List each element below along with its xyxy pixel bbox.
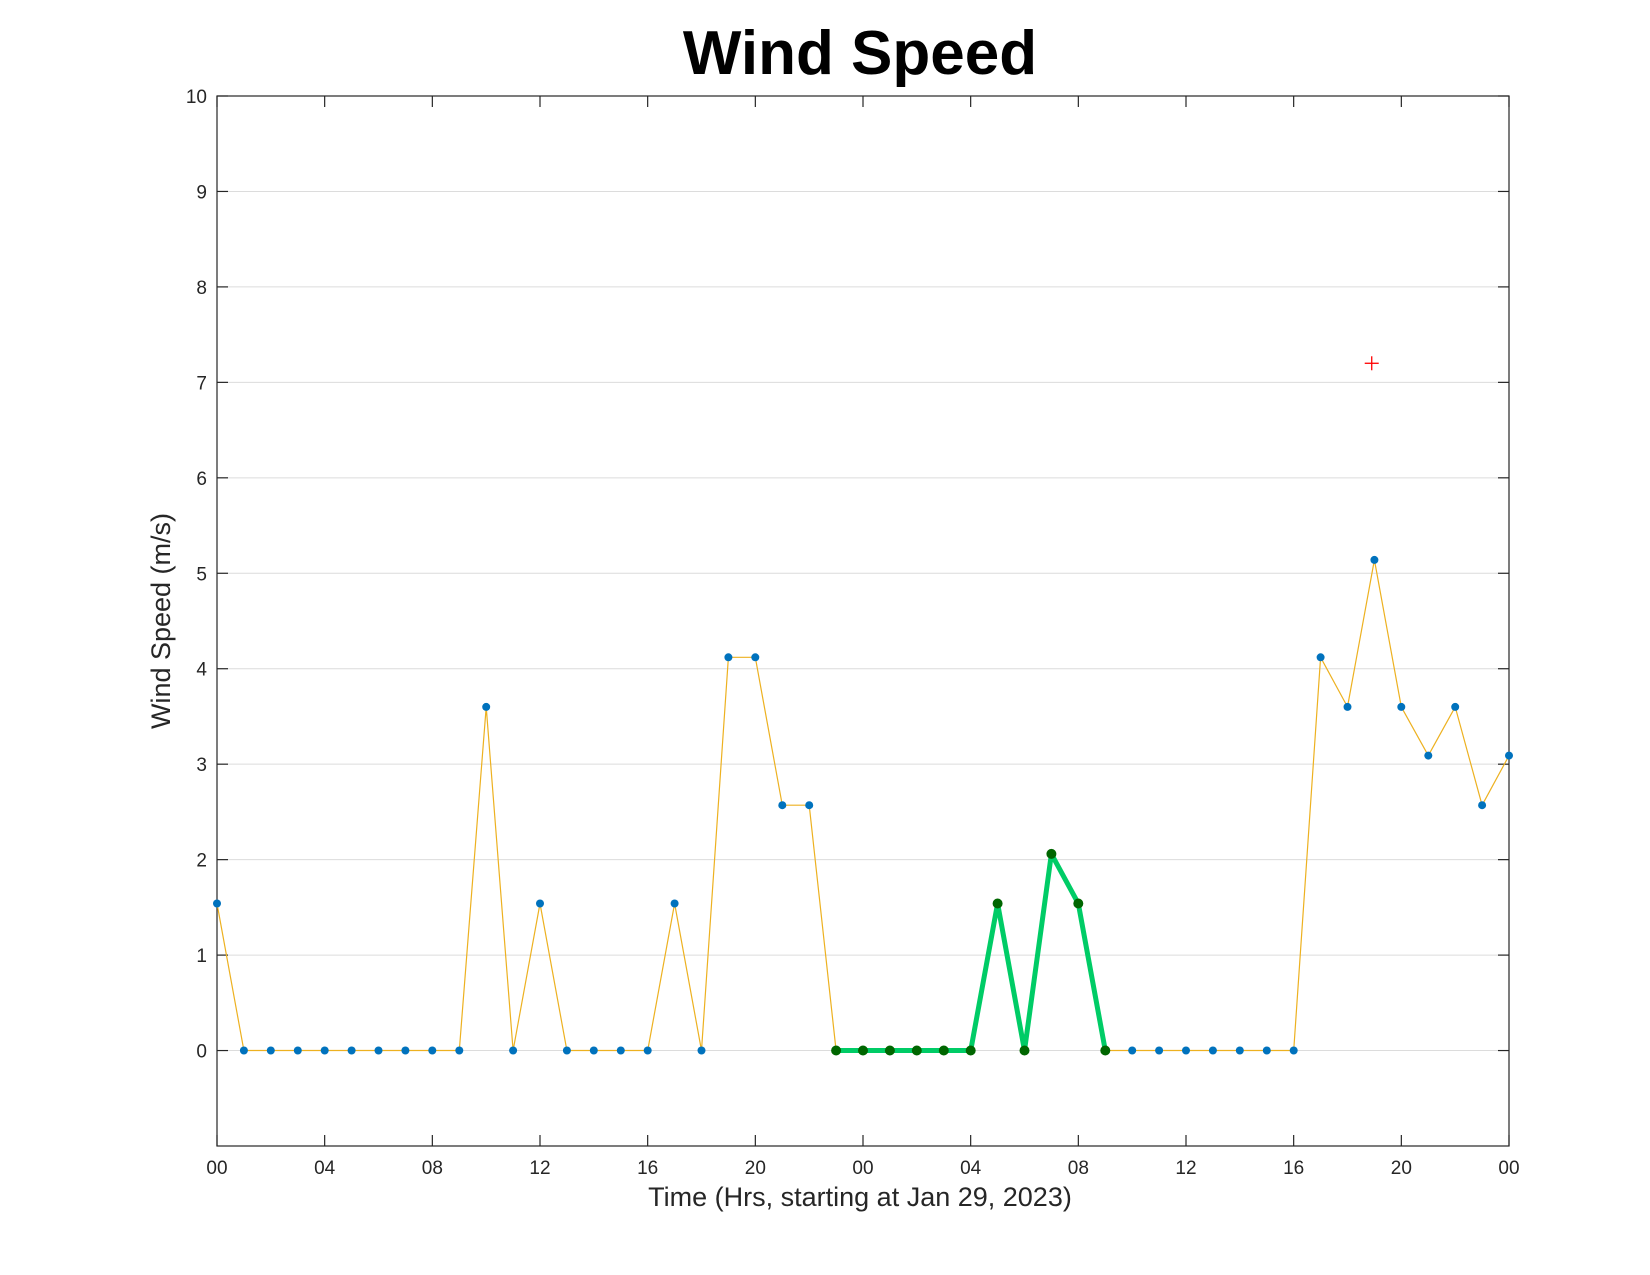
data-point [965, 1045, 976, 1056]
data-point [1424, 751, 1433, 760]
x-tick-label: 00 [206, 1158, 227, 1179]
x-tick-label: 12 [1175, 1158, 1196, 1179]
y-tick-label: 8 [196, 278, 207, 299]
data-point [616, 1046, 625, 1055]
y-tick-label: 0 [196, 1042, 207, 1063]
data-point [858, 1045, 868, 1056]
data-point [374, 1046, 383, 1055]
data-point [1019, 1045, 1030, 1056]
chart-title: Wind Speed [683, 19, 1037, 88]
data-point [1478, 801, 1487, 810]
series-1-line [216, 559, 1510, 1052]
x-tick-label: 08 [1068, 1158, 1089, 1179]
x-tick-label: 00 [852, 1158, 873, 1179]
grid-lines [217, 95, 1509, 1052]
y-tick-label: 1 [196, 946, 207, 967]
data-series [213, 555, 1513, 1056]
data-point [643, 1046, 652, 1055]
data-point [831, 1045, 842, 1056]
data-point [1451, 702, 1460, 711]
y-tick-label: 3 [196, 755, 207, 776]
y-tick-label: 7 [196, 373, 207, 394]
data-point [455, 1046, 464, 1055]
plus-marker [1364, 356, 1379, 371]
data-point [778, 801, 787, 810]
data-point [1235, 1046, 1244, 1055]
data-point [670, 899, 679, 908]
data-point [213, 899, 221, 908]
data-point [1316, 653, 1325, 662]
data-point [562, 1046, 571, 1055]
data-point [884, 1045, 895, 1056]
x-axis-label: Time (Hrs, starting at Jan 29, 2023) [648, 1182, 1072, 1212]
data-point [482, 702, 491, 711]
data-point [509, 1046, 518, 1055]
annotations [1364, 356, 1379, 371]
data-point [938, 1045, 949, 1056]
data-point [751, 653, 760, 662]
data-point [1046, 848, 1057, 859]
data-point [428, 1046, 437, 1055]
data-point [1262, 1046, 1271, 1055]
data-point [724, 653, 733, 662]
data-point [805, 801, 814, 810]
x-tick-label: 00 [1498, 1158, 1519, 1179]
data-point [911, 1045, 922, 1056]
x-tick-label: 04 [960, 1158, 982, 1179]
data-point [589, 1046, 598, 1055]
y-axis-label: Wind Speed (m/s) [146, 513, 176, 729]
series-2 [831, 848, 1111, 1056]
x-tick-label: 12 [529, 1158, 550, 1179]
x-tick-label: 16 [637, 1158, 658, 1179]
x-tick-label: 20 [1391, 1158, 1412, 1179]
data-point [1182, 1046, 1190, 1055]
y-tick-label: 4 [196, 660, 207, 681]
x-tick-label: 20 [745, 1158, 766, 1179]
series-2-line [833, 851, 1108, 1053]
data-point [1128, 1046, 1137, 1055]
data-point [401, 1046, 410, 1055]
series-1 [213, 555, 1513, 1055]
data-point [992, 898, 1003, 909]
data-point [1343, 702, 1352, 711]
x-tick-label: 04 [314, 1158, 336, 1179]
data-point [1505, 751, 1513, 760]
y-tick-label: 6 [196, 469, 207, 490]
y-tick-label: 2 [196, 851, 207, 872]
data-point [293, 1046, 302, 1055]
data-point [1370, 555, 1379, 564]
y-tick-label: 10 [186, 87, 207, 108]
x-tick-label: 16 [1283, 1158, 1304, 1179]
plot-area-frame [216, 95, 1510, 1147]
data-point [697, 1046, 706, 1055]
x-tick-label: 08 [422, 1158, 443, 1179]
data-point [1073, 898, 1084, 909]
data-point [1397, 702, 1406, 711]
data-point [320, 1046, 329, 1055]
data-point [239, 1046, 248, 1055]
y-tick-label: 5 [196, 564, 207, 585]
data-point [536, 899, 544, 908]
data-point [266, 1046, 275, 1055]
data-point [347, 1046, 356, 1055]
data-point [1289, 1046, 1298, 1055]
data-point [1155, 1046, 1164, 1055]
data-point [1100, 1045, 1111, 1056]
y-tick-label: 9 [196, 182, 207, 203]
data-point [1208, 1046, 1217, 1055]
